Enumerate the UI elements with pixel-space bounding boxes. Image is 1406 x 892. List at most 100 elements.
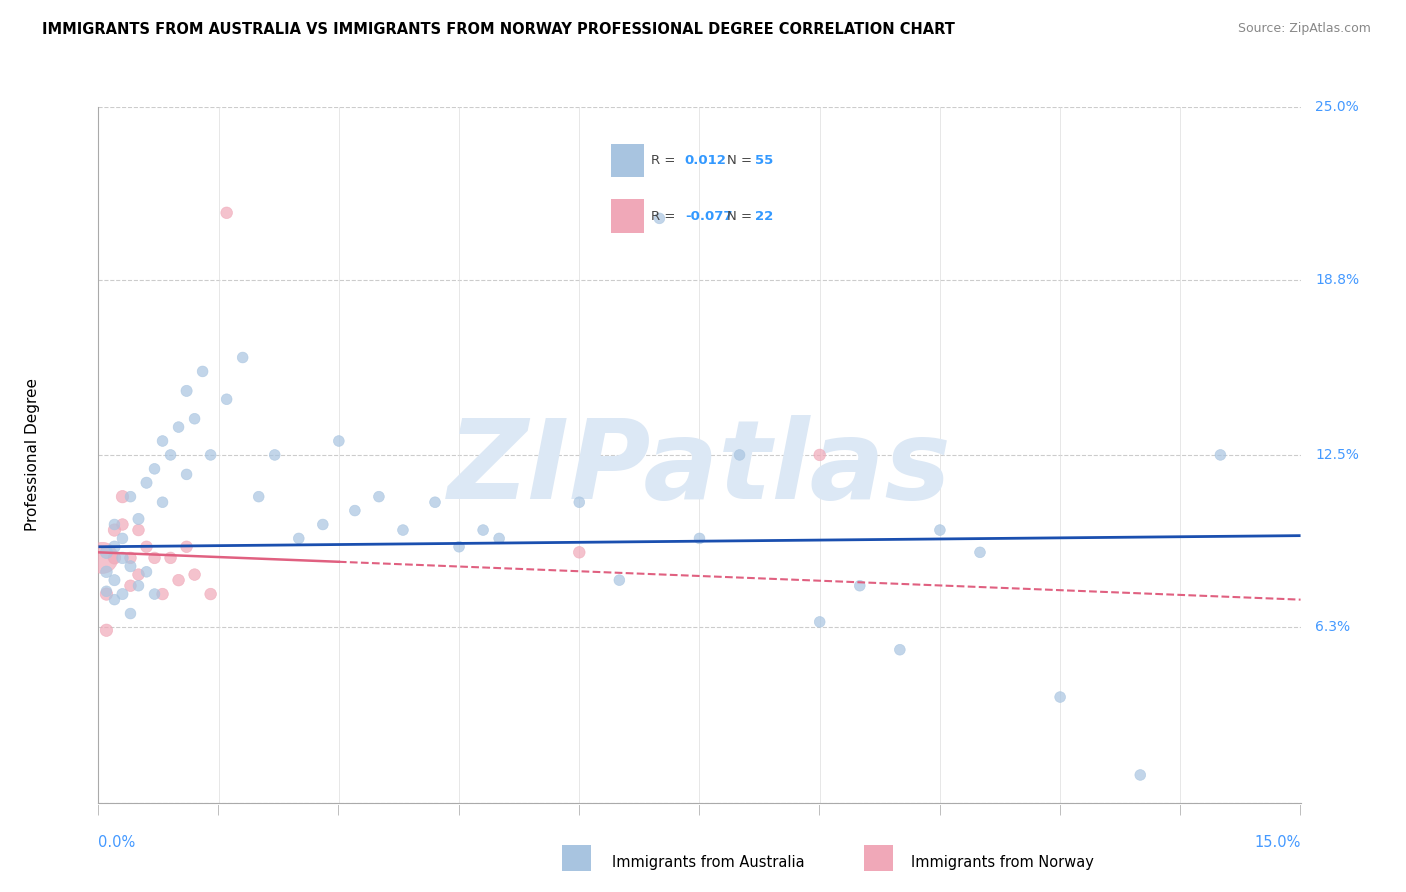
Point [135, 475, 157, 490]
Text: -0.077: -0.077 [685, 210, 733, 223]
Point [232, 351, 254, 365]
Point [648, 211, 671, 226]
Text: N =: N = [727, 210, 756, 223]
Point [191, 364, 214, 378]
Point [889, 642, 911, 657]
Text: |: | [217, 805, 221, 815]
Point [128, 579, 150, 593]
Point [609, 573, 631, 587]
Point [143, 550, 166, 565]
Point [808, 615, 831, 629]
Text: |: | [818, 805, 821, 815]
Bar [610, 144, 644, 178]
Point [688, 532, 710, 546]
Point [1209, 448, 1232, 462]
Point [103, 550, 125, 565]
Text: Source: ZipAtlas.com: Source: ZipAtlas.com [1237, 22, 1371, 36]
Point [96, 545, 118, 559]
Point [159, 448, 181, 462]
Point [120, 579, 142, 593]
Text: |: | [457, 805, 461, 815]
Text: IMMIGRANTS FROM AUSTRALIA VS IMMIGRANTS FROM NORWAY PROFESSIONAL DEGREE CORRELAT: IMMIGRANTS FROM AUSTRALIA VS IMMIGRANTS … [42, 22, 955, 37]
Text: Immigrants from Australia: Immigrants from Australia [612, 855, 804, 870]
Point [120, 550, 142, 565]
Text: R =: R = [651, 210, 681, 223]
Point [91, 550, 114, 565]
Text: ZIPatlas: ZIPatlas [447, 416, 952, 523]
Point [808, 448, 831, 462]
Bar [610, 200, 644, 233]
Point [167, 573, 190, 587]
Point [143, 587, 166, 601]
Point [159, 550, 181, 565]
Point [1129, 768, 1152, 782]
Text: |: | [1299, 805, 1302, 815]
Point [343, 503, 366, 517]
Point [328, 434, 350, 448]
Point [472, 523, 495, 537]
Text: 55: 55 [755, 154, 773, 167]
Point [128, 512, 150, 526]
Point [263, 448, 285, 462]
Point [200, 587, 222, 601]
Point [728, 448, 751, 462]
Point [120, 490, 142, 504]
Point [568, 495, 591, 509]
Point [103, 523, 125, 537]
Point [568, 545, 591, 559]
Point [368, 490, 391, 504]
Point [135, 565, 157, 579]
Text: 6.3%: 6.3% [1315, 621, 1350, 634]
Point [152, 434, 174, 448]
Point [215, 206, 238, 220]
Text: |: | [337, 805, 340, 815]
Text: |: | [97, 805, 100, 815]
Point [143, 462, 166, 476]
Point [111, 587, 134, 601]
Point [447, 540, 470, 554]
Point [103, 517, 125, 532]
Text: R =: R = [651, 154, 681, 167]
Text: |: | [578, 805, 581, 815]
Point [247, 490, 270, 504]
Point [96, 624, 118, 638]
Point [96, 584, 118, 599]
Point [128, 523, 150, 537]
Text: 18.8%: 18.8% [1315, 273, 1360, 286]
Text: |: | [1059, 805, 1062, 815]
Point [849, 579, 872, 593]
Point [111, 550, 134, 565]
Text: |: | [1178, 805, 1182, 815]
Text: N =: N = [727, 154, 756, 167]
Point [200, 448, 222, 462]
Point [176, 540, 198, 554]
Point [488, 532, 510, 546]
Point [128, 567, 150, 582]
Point [120, 607, 142, 621]
Point [167, 420, 190, 434]
Text: 25.0%: 25.0% [1315, 100, 1358, 114]
Point [215, 392, 238, 407]
Point [288, 532, 311, 546]
Point [96, 587, 118, 601]
Point [176, 384, 198, 398]
Text: |: | [697, 805, 702, 815]
Text: |: | [938, 805, 942, 815]
Point [111, 532, 134, 546]
Point [183, 567, 205, 582]
Point [103, 592, 125, 607]
Point [103, 573, 125, 587]
Text: Immigrants from Norway: Immigrants from Norway [911, 855, 1094, 870]
Point [312, 517, 335, 532]
Point [152, 495, 174, 509]
Text: 22: 22 [755, 210, 773, 223]
Text: 15.0%: 15.0% [1254, 836, 1301, 850]
Point [176, 467, 198, 482]
Point [96, 565, 118, 579]
Point [969, 545, 991, 559]
Point [392, 523, 415, 537]
Text: 12.5%: 12.5% [1315, 448, 1358, 462]
Text: 0.012: 0.012 [685, 154, 727, 167]
Point [183, 411, 205, 425]
Point [1049, 690, 1071, 704]
